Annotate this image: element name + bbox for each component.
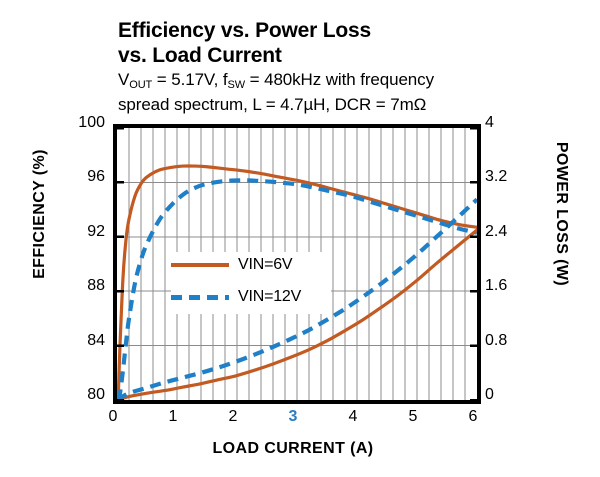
x-tick-5: 5	[408, 408, 418, 425]
x-tick-6: 6	[468, 408, 478, 425]
y-right-tick-2.4: 2.4	[485, 222, 508, 240]
vout-symbol: V	[118, 70, 130, 89]
y-right-tick-0: 0	[485, 386, 494, 403]
series-power_loss-VIN12V	[117, 197, 477, 400]
y-right-tick-1.6: 1.6	[485, 277, 508, 295]
y-left-tick-88: 88	[87, 277, 105, 295]
x-tick-1: 1	[168, 408, 178, 425]
y-left-tick-100: 100	[78, 114, 105, 131]
y-left-tick-96: 96	[87, 168, 105, 186]
x-axis-title: LOAD CURRENT (A)	[212, 440, 374, 457]
series-efficiency-VIN6V	[117, 164, 477, 400]
chart-subtitle-line-2: spread spectrum, L = 4.7µH, DCR = 7mΩ	[118, 95, 427, 114]
y-axis-left-title: EFFICIENCY (%)	[31, 149, 48, 279]
legend-item-vin6: VIN=6V	[171, 252, 331, 278]
fsw-value: = 480kHz with frequency	[245, 70, 434, 89]
legend-swatch-dashed-icon	[171, 294, 229, 300]
vout-subscript: OUT	[129, 79, 153, 91]
fsw-subscript: SW	[227, 79, 246, 91]
y-right-tick-0.8: 0.8	[485, 331, 508, 349]
chart-legend: VIN=6V VIN=12V	[171, 252, 331, 314]
title-block: Efficiency vs. Power Loss vs. Load Curre…	[118, 18, 588, 116]
y-left-tick-84: 84	[87, 331, 105, 349]
x-tick-2: 2	[228, 408, 238, 425]
legend-label-vin6: VIN=6V	[238, 256, 293, 273]
chart-subtitle-line-1: VOUT = 5.17V, fSW = 480kHz with frequenc…	[118, 69, 588, 93]
chart-title-line-1: Efficiency vs. Power Loss	[118, 19, 371, 42]
x-tick-3: 3	[288, 408, 298, 425]
series-efficiency-VIN12V	[117, 178, 477, 400]
x-tick-4: 4	[348, 408, 358, 425]
vout-value: = 5.17V,	[152, 70, 223, 89]
legend-label-vin12: VIN=12V	[238, 288, 302, 305]
y-right-tick-4: 4	[485, 114, 494, 131]
chart-title-line-2: vs. Load Current	[118, 44, 282, 67]
legend-swatch-solid-icon	[171, 263, 229, 267]
series-power_loss-VIN6V	[117, 228, 477, 400]
y-right-tick-3.2: 3.2	[485, 168, 508, 186]
y-left-tick-92: 92	[87, 222, 105, 240]
fsw-symbol: f	[222, 70, 228, 89]
y-left-tick-80: 80	[87, 386, 105, 403]
x-tick-0: 0	[108, 408, 118, 425]
legend-item-vin12: VIN=12V	[171, 284, 331, 310]
y-axis-right-title: POWER LOSS (W)	[553, 141, 570, 287]
